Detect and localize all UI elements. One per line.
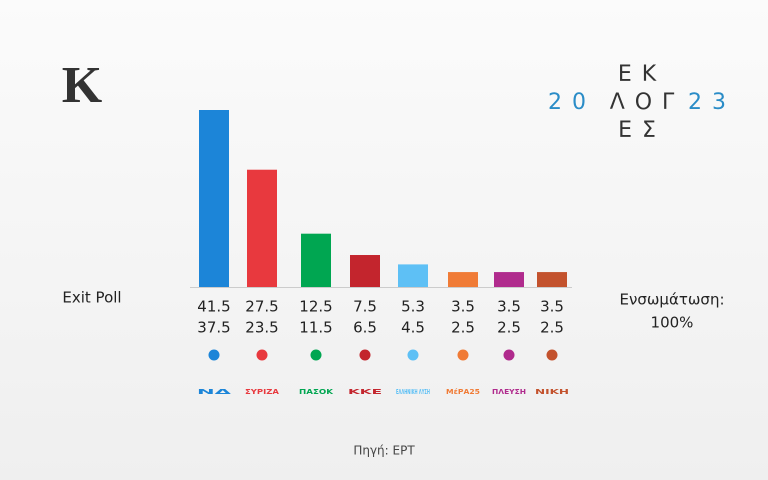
- legend-dot: [208, 349, 220, 361]
- party-logo: ΚΚΕ: [348, 388, 382, 396]
- legend-dot: [310, 349, 322, 361]
- legend-dot: [546, 349, 558, 361]
- value-low: 6.5: [353, 319, 377, 337]
- value-low: 2.5: [451, 319, 475, 337]
- logo-middle: ΛΟΓ: [610, 90, 685, 115]
- party-logo: ΝΙΚΗ: [535, 388, 569, 396]
- exit-poll-label: Exit Poll: [62, 289, 121, 307]
- legend-dot: [256, 349, 268, 361]
- value-high: 12.5: [299, 298, 332, 316]
- value-high: 3.5: [497, 298, 521, 316]
- party-logo: ΠΑΣΟΚ: [299, 388, 334, 396]
- value-low: 37.5: [197, 319, 230, 337]
- party-logo: ΕΛΛΗΝΙΚΗ ΛΥΣΗ: [396, 388, 430, 396]
- value-high: 27.5: [245, 298, 278, 316]
- source: Πηγή: ΕΡΤ: [353, 444, 415, 458]
- value-low: 4.5: [401, 319, 425, 337]
- integration-label: Ενσωμάτωση:: [619, 291, 724, 309]
- logo-top: ΕΚ: [618, 62, 666, 87]
- legend-dot: [503, 349, 515, 361]
- bar: [448, 272, 478, 287]
- value-high: 5.3: [401, 298, 425, 316]
- party-logo: ΣΥΡΙΖΑ: [245, 388, 280, 396]
- logo-left: 20: [548, 90, 596, 115]
- bar: [350, 255, 380, 287]
- integration-value: 100%: [651, 314, 694, 332]
- value-low: 2.5: [497, 319, 521, 337]
- value-low: 2.5: [540, 319, 564, 337]
- bar: [199, 110, 229, 287]
- bar: [301, 233, 331, 287]
- value-high: 3.5: [451, 298, 475, 316]
- bar: [494, 272, 524, 287]
- legend-dot: [359, 349, 371, 361]
- logo-bottom: ΕΣ: [618, 118, 666, 143]
- legend-dot: [407, 349, 419, 361]
- value-high: 7.5: [353, 298, 377, 316]
- value-low: 23.5: [245, 319, 278, 337]
- value-low: 11.5: [299, 319, 332, 337]
- legend-dot: [457, 349, 469, 361]
- bar: [537, 272, 567, 287]
- value-high: 3.5: [540, 298, 564, 316]
- value-high: 41.5: [197, 298, 230, 316]
- party-logo: ΜέΡΑ25: [446, 388, 480, 396]
- party-logo: ΝΔ: [197, 388, 233, 396]
- bar: [247, 169, 277, 287]
- bar: [398, 264, 428, 287]
- brand: Κ: [62, 57, 103, 114]
- party-logo: ΠΛΕΥΣΗ: [492, 388, 526, 396]
- logo-right: 23: [688, 90, 736, 115]
